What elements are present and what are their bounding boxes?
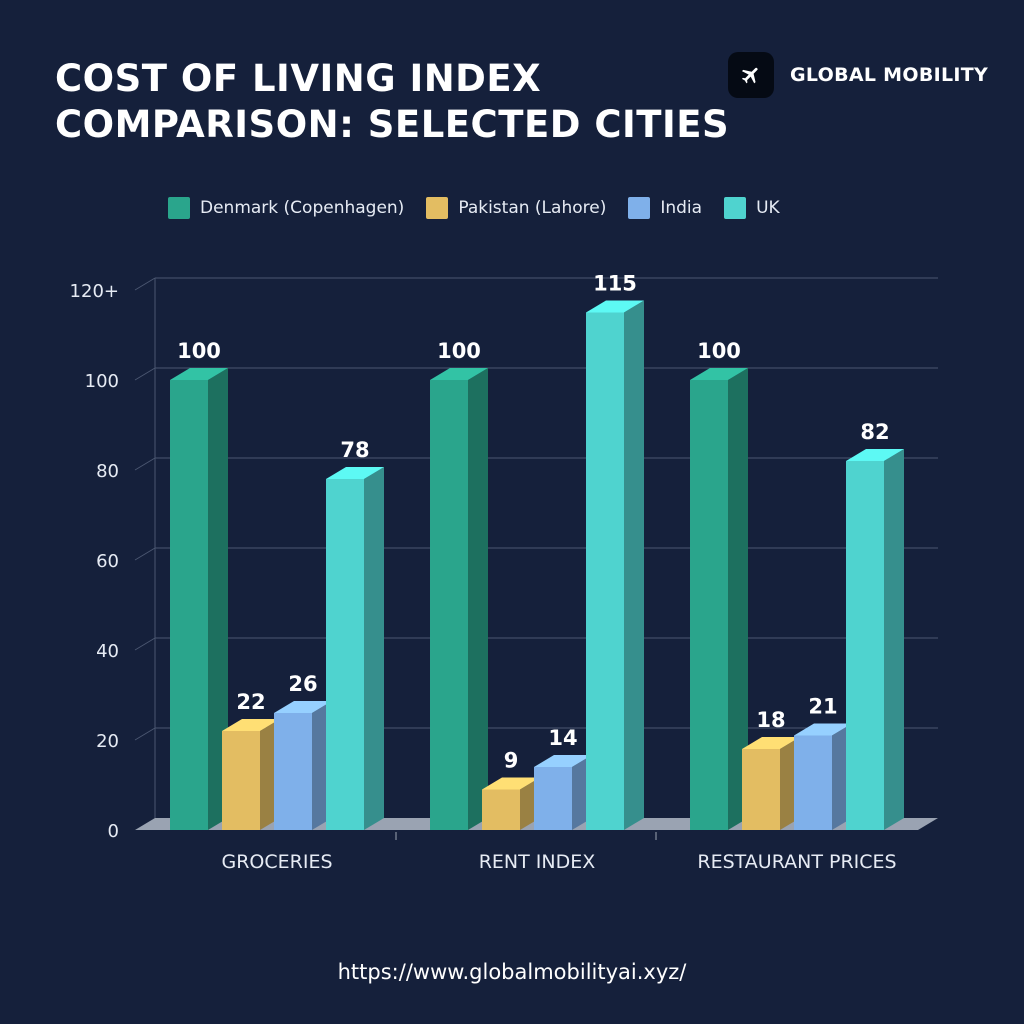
bar-front xyxy=(586,312,624,830)
bar xyxy=(326,467,384,830)
legend-item-pakistan: Pakistan (Lahore) xyxy=(426,197,606,219)
legend-item-uk: UK xyxy=(724,197,780,219)
bar-side xyxy=(208,368,228,830)
data-label: 26 xyxy=(288,672,317,696)
legend-swatch-uk xyxy=(724,197,747,219)
bar-side xyxy=(364,467,384,830)
chart-legend: Denmark (Copenhagen) Pakistan (Lahore) I… xyxy=(168,195,802,221)
bar-top xyxy=(326,467,384,479)
y-tick-label: 60 xyxy=(96,551,119,572)
bar-top xyxy=(690,368,748,380)
legend-label-india: India xyxy=(660,198,703,218)
legend-item-india: India xyxy=(628,197,702,219)
data-label: 22 xyxy=(236,690,265,714)
bar xyxy=(534,755,592,830)
bar-top xyxy=(482,777,540,790)
x-category-label: GROCERIES xyxy=(221,851,332,873)
bar xyxy=(274,701,332,830)
gridline-edge xyxy=(134,547,156,561)
data-label: 100 xyxy=(697,339,741,363)
bar xyxy=(430,368,488,830)
chart-title-line-2: COMPARISON: SELECTED CITIES xyxy=(55,103,730,146)
bar-front xyxy=(482,789,520,830)
x-category-label: RENT INDEX xyxy=(479,851,596,873)
data-label: 100 xyxy=(177,339,221,363)
bar-top xyxy=(586,300,644,313)
bar-front xyxy=(274,713,312,830)
data-label: 21 xyxy=(808,695,837,719)
data-label: 100 xyxy=(437,339,481,363)
bar-side xyxy=(884,449,904,830)
bar-top xyxy=(794,723,852,736)
bar-front xyxy=(846,461,884,830)
brand-logo: GLOBAL MOBILITY xyxy=(728,52,988,98)
bar-front xyxy=(170,380,208,830)
gridline-edge xyxy=(134,367,156,381)
y-tick-label: 20 xyxy=(96,731,119,752)
bar-front xyxy=(222,731,260,830)
y-tick-label: 120+ xyxy=(70,281,119,302)
bar xyxy=(586,300,644,830)
bar-side xyxy=(624,300,644,830)
y-tick-label: 80 xyxy=(96,461,119,482)
brand-name: GLOBAL MOBILITY xyxy=(790,64,989,86)
legend-label-pakistan: Pakistan (Lahore) xyxy=(458,198,607,218)
bar xyxy=(794,723,852,830)
gridline-edge xyxy=(134,457,156,471)
legend-swatch-pakistan xyxy=(426,197,449,219)
legend-label-uk: UK xyxy=(756,198,780,218)
data-label: 115 xyxy=(593,272,637,296)
gridline-edge xyxy=(134,277,156,291)
bar-top xyxy=(430,368,488,380)
bar xyxy=(846,449,904,830)
bar xyxy=(170,368,228,830)
bar-front xyxy=(742,749,780,830)
data-label: 78 xyxy=(340,438,369,462)
bar-side xyxy=(728,368,748,830)
chart-title: COST OF LIVING INDEX COMPARISON: SELECTE… xyxy=(55,56,735,148)
data-label: 82 xyxy=(860,420,889,444)
gridline-edge xyxy=(134,727,156,741)
x-category-label: RESTAURANT PRICES xyxy=(697,851,896,873)
y-tick-label: 40 xyxy=(96,641,119,662)
bar-top xyxy=(534,755,592,767)
bar-top xyxy=(170,368,228,380)
bar-front xyxy=(326,479,364,830)
bar-front xyxy=(794,735,832,830)
data-label: 9 xyxy=(504,749,519,773)
airplane-icon xyxy=(728,52,774,98)
bar xyxy=(222,719,280,830)
bar xyxy=(690,368,748,830)
y-tick-label: 100 xyxy=(85,371,119,392)
bar-front xyxy=(430,380,468,830)
data-label: 14 xyxy=(548,726,577,750)
data-label: 18 xyxy=(756,708,785,732)
bar-top xyxy=(846,449,904,461)
bar-top xyxy=(742,737,800,749)
chart-title-line-1: COST OF LIVING INDEX xyxy=(55,57,542,100)
footer-url: https://www.globalmobilityai.xyz/ xyxy=(337,960,687,984)
bar xyxy=(482,777,540,830)
legend-swatch-denmark xyxy=(168,197,190,219)
gridline-edge xyxy=(134,637,156,651)
bar-front xyxy=(534,767,572,830)
bar-top xyxy=(274,701,332,713)
legend-item-denmark: Denmark (Copenhagen) xyxy=(168,197,404,219)
legend-swatch-india xyxy=(628,197,651,219)
legend-label-denmark: Denmark (Copenhagen) xyxy=(200,198,405,218)
bar xyxy=(742,737,800,830)
y-tick-label: 0 xyxy=(108,821,119,842)
bar-side xyxy=(468,368,488,830)
bar-front xyxy=(690,380,728,830)
bar-top xyxy=(222,719,280,731)
